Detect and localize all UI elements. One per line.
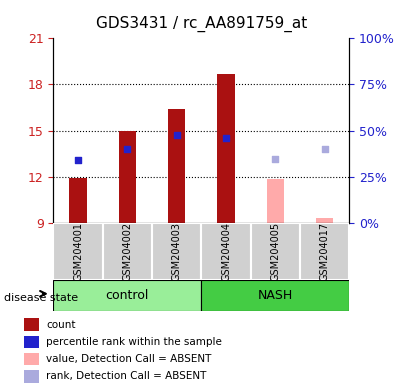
Bar xyxy=(24,353,39,365)
FancyBboxPatch shape xyxy=(201,280,349,311)
Bar xyxy=(119,131,136,223)
Text: GSM204004: GSM204004 xyxy=(221,222,231,281)
Point xyxy=(272,156,279,162)
FancyBboxPatch shape xyxy=(201,223,251,280)
FancyBboxPatch shape xyxy=(300,223,349,280)
Text: control: control xyxy=(106,289,149,302)
Text: rank, Detection Call = ABSENT: rank, Detection Call = ABSENT xyxy=(46,371,207,381)
FancyBboxPatch shape xyxy=(251,223,300,280)
Text: GDS3431 / rc_AA891759_at: GDS3431 / rc_AA891759_at xyxy=(96,15,307,31)
Bar xyxy=(69,178,87,223)
Text: value, Detection Call = ABSENT: value, Detection Call = ABSENT xyxy=(46,354,212,364)
Text: GSM204005: GSM204005 xyxy=(270,222,280,281)
Text: disease state: disease state xyxy=(4,293,78,303)
Bar xyxy=(24,370,39,382)
Point xyxy=(223,135,229,141)
FancyBboxPatch shape xyxy=(152,223,201,280)
Text: count: count xyxy=(46,319,76,329)
FancyBboxPatch shape xyxy=(103,223,152,280)
Text: GSM204001: GSM204001 xyxy=(73,222,83,281)
FancyBboxPatch shape xyxy=(53,223,103,280)
Text: GSM204003: GSM204003 xyxy=(172,222,182,281)
Bar xyxy=(267,179,284,223)
Point xyxy=(75,157,81,163)
Point xyxy=(321,146,328,152)
Bar xyxy=(24,336,39,348)
Text: GSM204017: GSM204017 xyxy=(320,222,330,281)
Bar xyxy=(316,218,333,223)
Text: percentile rank within the sample: percentile rank within the sample xyxy=(46,337,222,347)
Text: GSM204002: GSM204002 xyxy=(122,222,132,281)
Bar xyxy=(217,74,235,223)
Point xyxy=(124,146,131,152)
Bar xyxy=(24,318,39,331)
FancyBboxPatch shape xyxy=(53,280,201,311)
Point xyxy=(173,132,180,138)
Text: NASH: NASH xyxy=(258,289,293,302)
Bar xyxy=(168,109,185,223)
